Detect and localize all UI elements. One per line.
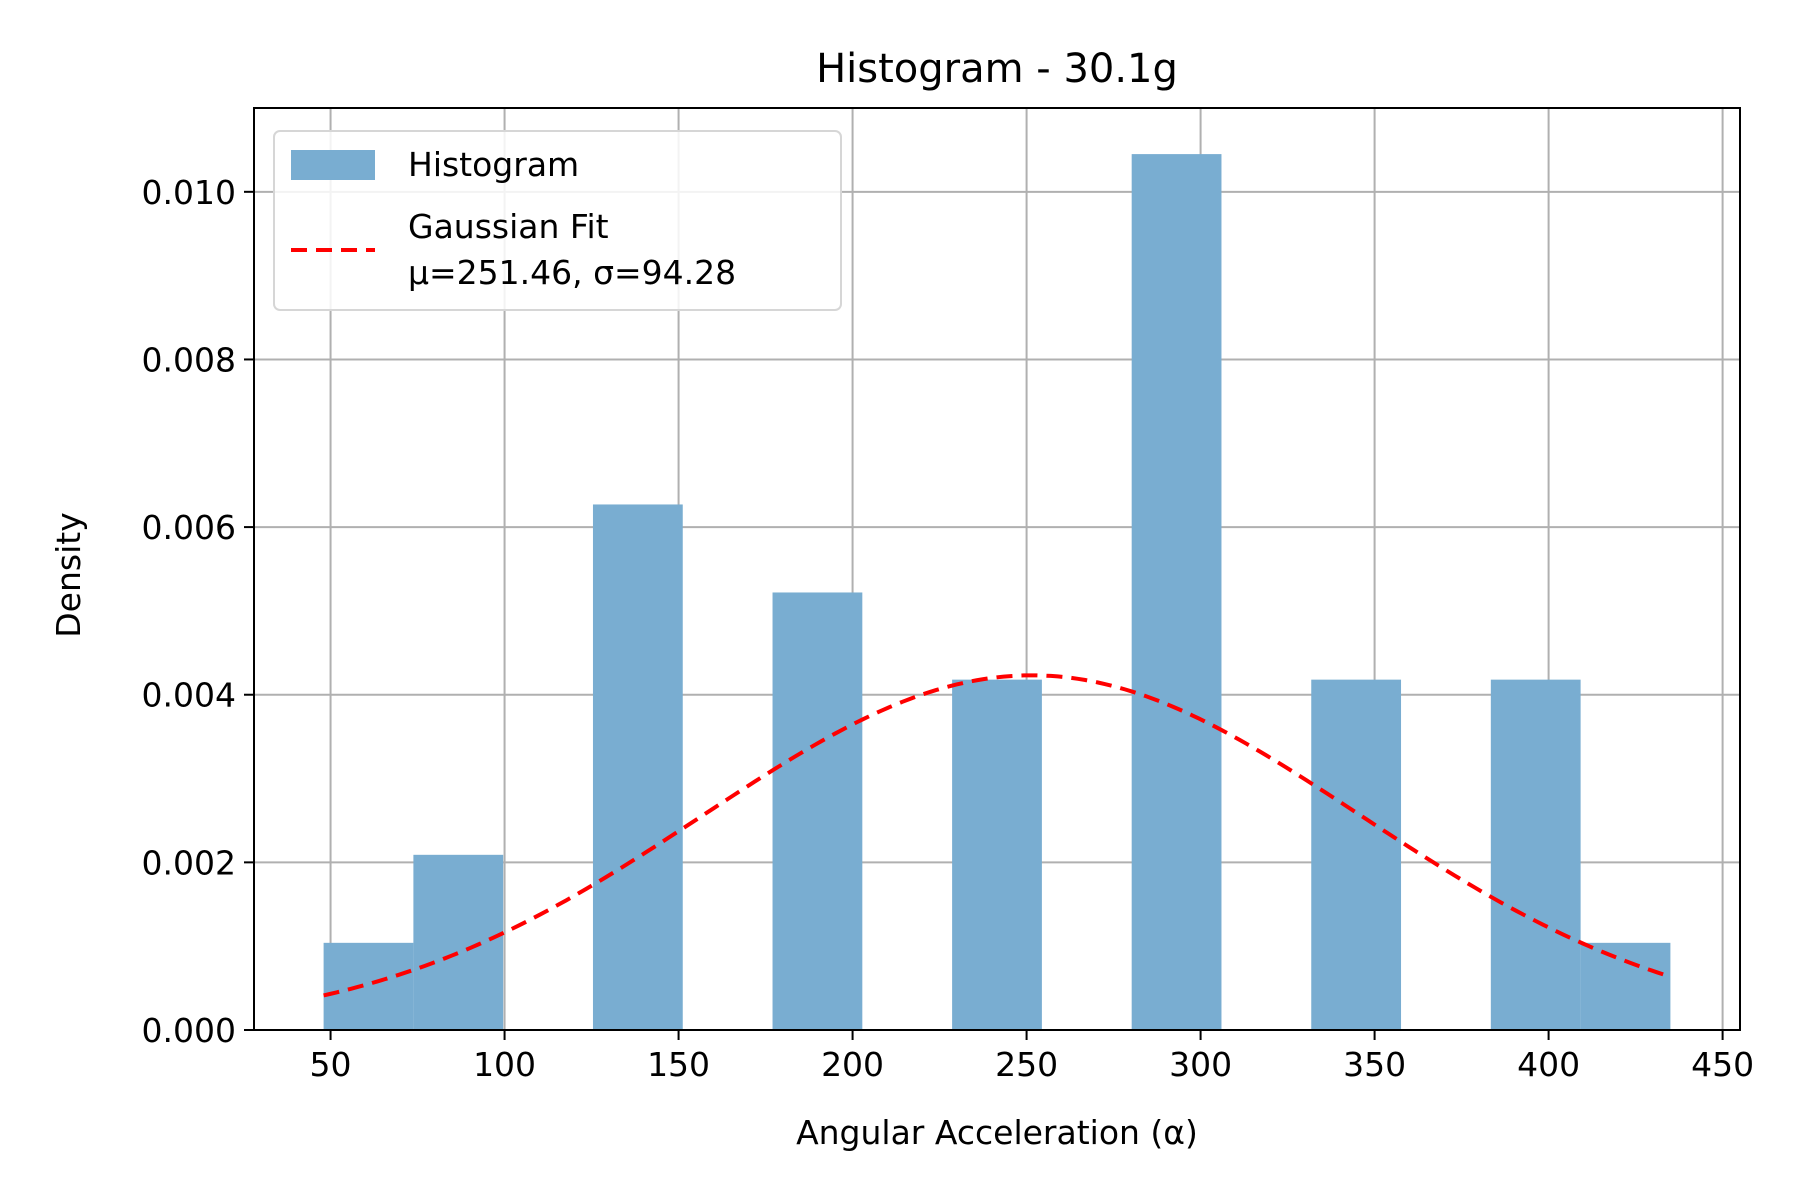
histogram-bar [1490,679,1581,1030]
y-tick-label: 0.010 [142,173,236,212]
histogram-bar [413,854,504,1030]
x-axis-title: Angular Acceleration (α) [796,1113,1198,1152]
legend-gaussian-fit-label-line2: μ=251.46, σ=94.28 [408,253,736,292]
histogram-bar [323,942,414,1030]
y-tick-label: 0.008 [142,340,236,379]
histogram-bar [772,592,863,1030]
x-tick-label: 250 [995,1045,1058,1084]
histogram-bar [952,679,1042,1030]
x-tick-label: 350 [1343,1045,1406,1084]
x-tick-label: 450 [1691,1045,1754,1084]
legend-histogram-label: Histogram [408,145,579,184]
x-axis-ticks: 50 100 150 200 250 300 350 400 450 [310,1030,1754,1084]
x-tick-label: 400 [1517,1045,1580,1084]
histogram-bar [1580,942,1671,1030]
x-tick-label: 50 [310,1045,352,1084]
y-tick-label: 0.006 [142,508,236,547]
y-tick-label: 0.000 [142,1011,236,1050]
gaussian-fit-curve [323,673,1672,998]
x-tick-label: 200 [821,1045,884,1084]
y-tick-label: 0.002 [142,843,236,882]
plot-frame [253,107,1741,1031]
y-axis-title: Density [49,512,88,637]
y-axis-ticks: 0.000 0.002 0.004 0.006 0.008 0.010 [142,173,254,1050]
histogram-bar [1131,154,1222,1031]
histogram-bars [323,154,1671,1031]
x-tick-label: 100 [473,1045,536,1084]
legend-box [273,130,842,311]
legend: Histogram Gaussian Fit μ=251.46, σ=94.28 [273,130,842,311]
legend-histogram-swatch [291,150,375,180]
gaussian-fit-line [323,673,1672,998]
chart-title: Histogram - 30.1g [816,46,1178,92]
y-tick-label: 0.004 [142,676,236,715]
histogram-bar [592,504,683,1031]
x-tick-label: 300 [1169,1045,1232,1084]
histogram-bar [1311,679,1402,1030]
legend-gaussian-fit-label-line1: Gaussian Fit [408,207,609,246]
x-tick-label: 150 [647,1045,710,1084]
